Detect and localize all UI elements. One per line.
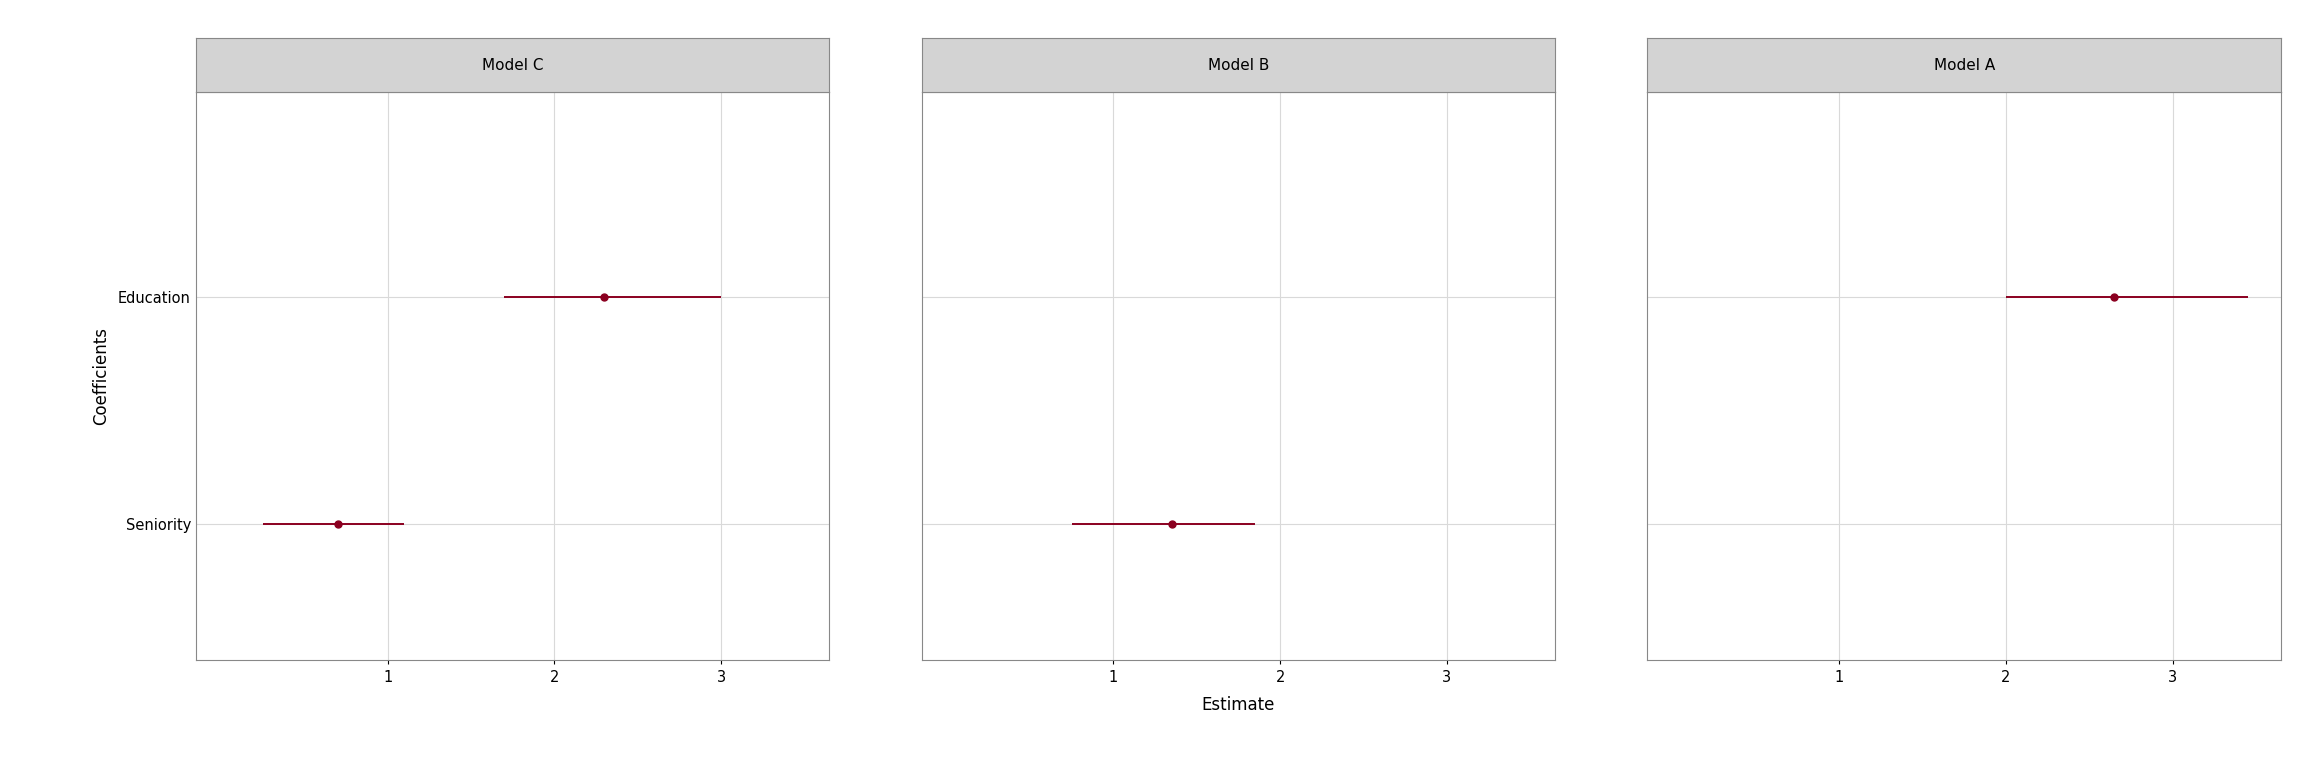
Point bbox=[1154, 518, 1191, 530]
Point bbox=[2097, 290, 2134, 303]
X-axis label: Estimate: Estimate bbox=[1203, 696, 1274, 713]
Point bbox=[320, 518, 357, 530]
Y-axis label: Coefficients: Coefficients bbox=[92, 327, 111, 425]
Text: Model B: Model B bbox=[1207, 58, 1270, 73]
Text: Model C: Model C bbox=[482, 58, 544, 73]
Text: Model A: Model A bbox=[1933, 58, 1995, 73]
Point bbox=[585, 290, 622, 303]
